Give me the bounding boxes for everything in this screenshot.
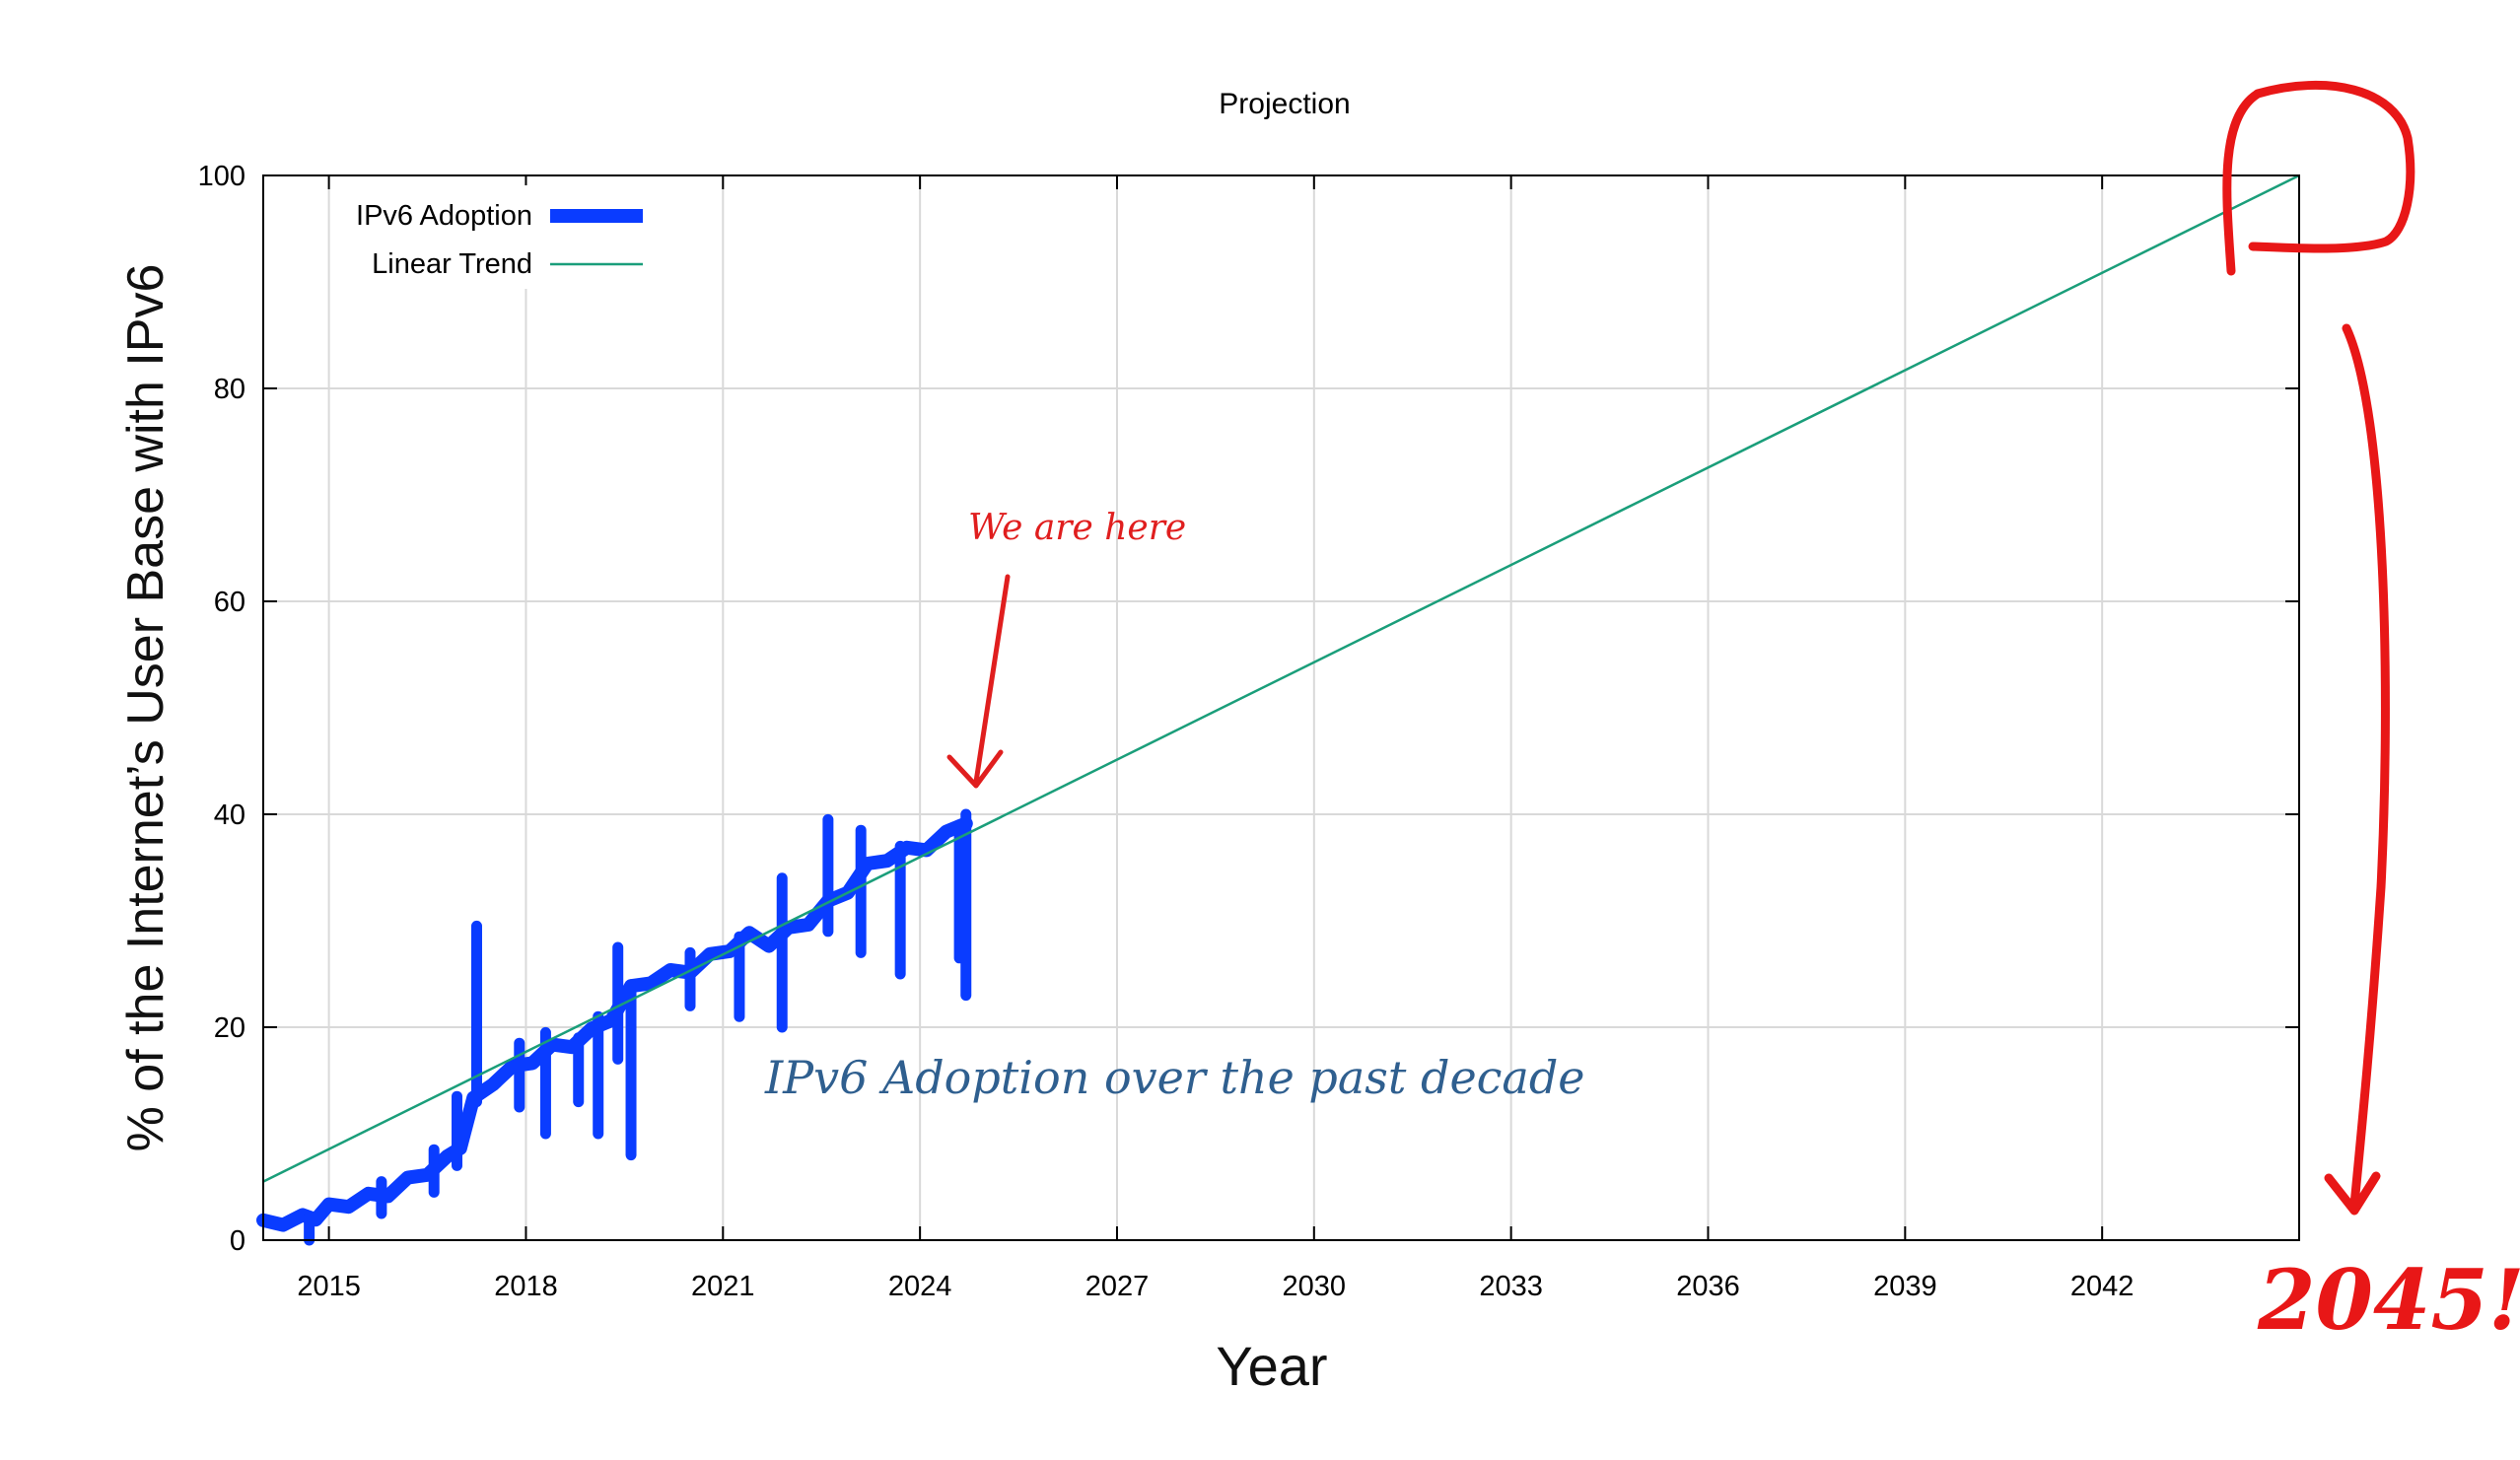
annotation-scribble-loop	[2222, 80, 2415, 276]
annotation-2045: 2045!	[2257, 1251, 2520, 1349]
chart-title: Projection	[1219, 88, 1350, 120]
tick-label-x-2015: 2015	[297, 1271, 361, 1302]
x-axis-label: Year	[1216, 1335, 1327, 1397]
tick-label-x-2018: 2018	[494, 1271, 558, 1302]
tick-label-y-60: 60	[214, 587, 245, 618]
plot-frame	[262, 174, 2300, 1241]
annotation-ipv6-adoption-past-decade: IPv6 Adoption over the past decade	[764, 1051, 1585, 1104]
tick-label-y-100: 100	[198, 161, 245, 192]
axis-ticks: 2015 2018 2021 2024 2027 2030 2033 2036 2039 2042…	[198, 161, 2299, 1302]
tick-label-x-2042: 2042	[2070, 1271, 2135, 1302]
tick-label-y-40: 40	[214, 800, 245, 831]
tick-label-x-2030: 2030	[1283, 1271, 1347, 1302]
series-layer	[256, 174, 2300, 1246]
annotation-arrow-we-are-here	[946, 574, 1011, 789]
tick-label-y-0: 0	[230, 1225, 245, 1257]
y-axis-label: % of the Internet’s User Base with IPv6	[117, 264, 175, 1152]
tick-label-x-2024: 2024	[888, 1271, 952, 1302]
tick-label-y-80: 80	[214, 374, 245, 405]
tick-label-x-2039: 2039	[1873, 1271, 1937, 1302]
legend-label-linear-trend: Linear Trend	[372, 248, 532, 280]
tick-label-x-2021: 2021	[691, 1271, 755, 1302]
annotation-we-are-here: We are here	[968, 508, 1186, 548]
annotations: We are here IPv6 Adoption over the past …	[764, 80, 2520, 1349]
tick-label-x-2027: 2027	[1085, 1271, 1150, 1302]
tick-label-x-2033: 2033	[1479, 1271, 1543, 1302]
legend-label-ipv6-adoption: IPv6 Adoption	[356, 200, 532, 232]
legend-background	[330, 185, 656, 289]
annotation-arrow-down	[2324, 323, 2390, 1216]
tick-label-x-2036: 2036	[1676, 1271, 1740, 1302]
legend: IPv6 Adoption Linear Trend	[330, 185, 656, 289]
series-line-linear-trend	[262, 174, 2300, 1183]
tick-label-y-20: 20	[214, 1012, 245, 1044]
